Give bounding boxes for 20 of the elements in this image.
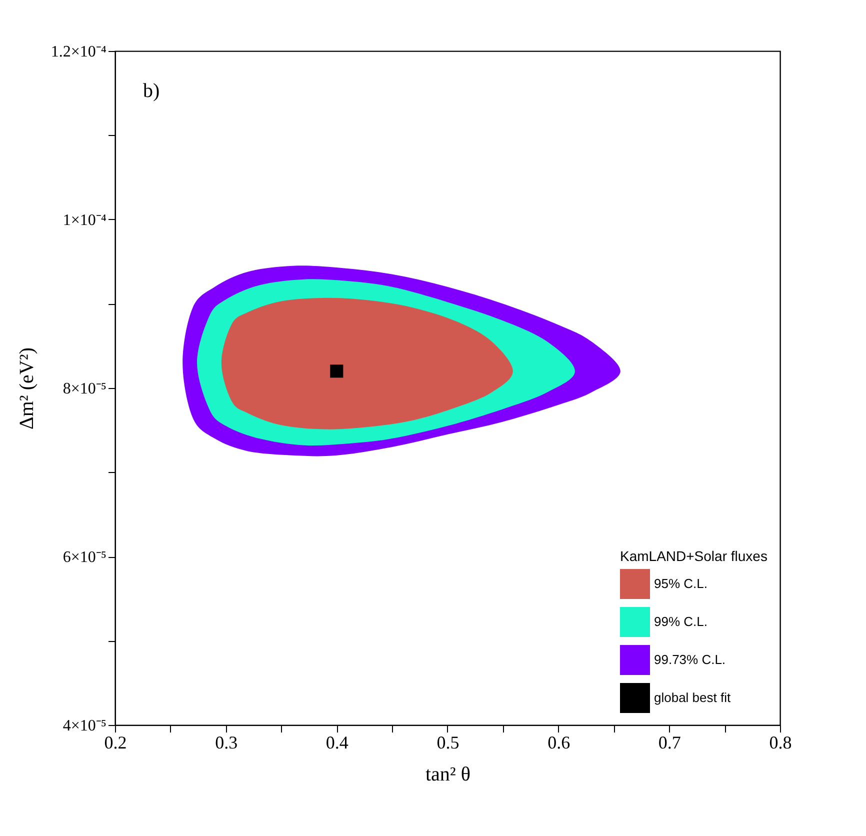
x-tick-label: 0.7 (658, 732, 681, 752)
legend-label: global best fit (654, 690, 731, 705)
y-tick-label: 1×10⁻⁴ (62, 212, 107, 229)
legend-label: 99.73% C.L. (654, 652, 726, 667)
y-tick-label: 8×10⁻⁵ (62, 380, 106, 398)
x-tick-label: 0.2 (104, 732, 127, 752)
annotation: b) (143, 80, 160, 102)
x-tick-label: 0.4 (326, 732, 348, 752)
legend-label: 95% C.L. (654, 576, 708, 591)
y-tick-label: 6×10⁻⁵ (62, 549, 106, 566)
y-tick-label: 4×10⁻⁵ (62, 718, 106, 734)
x-axis-title: tan² θ (425, 764, 471, 786)
legend-label: 99% C.L. (654, 614, 708, 629)
legend-title: KamLAND+Solar fluxes (620, 548, 768, 564)
y-axis-title: Δm² (eV²) (16, 347, 38, 430)
x-tick-label: 0.3 (215, 732, 238, 752)
x-tick-label: 0.5 (436, 732, 460, 752)
x-tick-label: 0.6 (548, 732, 570, 752)
x-tick-label: 0.8 (769, 732, 792, 752)
y-tick-label: 1.2×10⁻⁴ (50, 44, 107, 60)
